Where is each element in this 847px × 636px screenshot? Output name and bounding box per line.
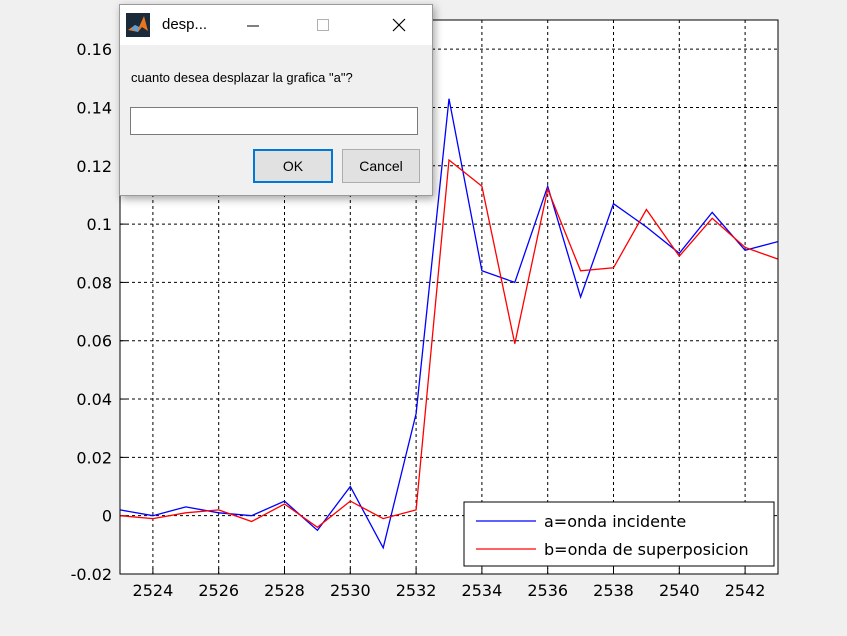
maximize-icon [317, 19, 329, 31]
axes-box [119, 19, 779, 575]
minimize-button[interactable] [228, 5, 278, 45]
y-tick-label: 0.02 [76, 448, 112, 467]
y-tick-label: 0.14 [76, 98, 112, 117]
minimize-icon [247, 25, 259, 27]
y-tick-label: 0.1 [87, 215, 112, 234]
x-tick-label: 2524 [133, 581, 174, 600]
dialog-titlebar[interactable]: desp... [120, 5, 432, 45]
dialog-prompt: cuanto desea desplazar la grafica "a"? [131, 70, 353, 85]
y-tick-label: 0.16 [76, 40, 112, 59]
legend-box [463, 501, 775, 567]
maximize-button[interactable] [298, 5, 348, 45]
x-tick-label: 2528 [264, 581, 305, 600]
x-tick-label: 2526 [198, 581, 239, 600]
cancel-button[interactable]: Cancel [342, 149, 420, 183]
y-tick-label: -0.02 [71, 565, 112, 584]
x-tick-label: 2540 [659, 581, 700, 600]
dialog-title: desp... [162, 16, 208, 33]
x-tick-label: 2532 [396, 581, 437, 600]
x-tick-label: 2542 [725, 581, 766, 600]
x-tick-label: 2534 [462, 581, 503, 600]
x-tick-label: 2536 [527, 581, 568, 600]
legend-label: a=onda incidente [544, 512, 686, 531]
displacement-input[interactable] [130, 107, 418, 135]
matlab-icon [126, 13, 150, 37]
y-tick-label: 0 [102, 507, 112, 526]
y-tick-label: 0.12 [76, 157, 112, 176]
legend: a=onda incidente b=onda de superposicion [463, 501, 775, 567]
y-tick-label: 0.06 [76, 332, 112, 351]
series-line-b [120, 158, 778, 529]
ok-button[interactable]: OK [253, 149, 333, 183]
legend-label: b=onda de superposicion [544, 540, 749, 559]
y-tick-label: 0.08 [76, 273, 112, 292]
x-tick-label: 2530 [330, 581, 371, 600]
close-button[interactable] [374, 5, 424, 45]
x-tick-label: 2538 [593, 581, 634, 600]
input-dialog: desp... cuanto desea desplazar la grafic… [119, 4, 433, 196]
y-tick-label: 0.04 [76, 390, 112, 409]
close-icon [392, 18, 406, 32]
